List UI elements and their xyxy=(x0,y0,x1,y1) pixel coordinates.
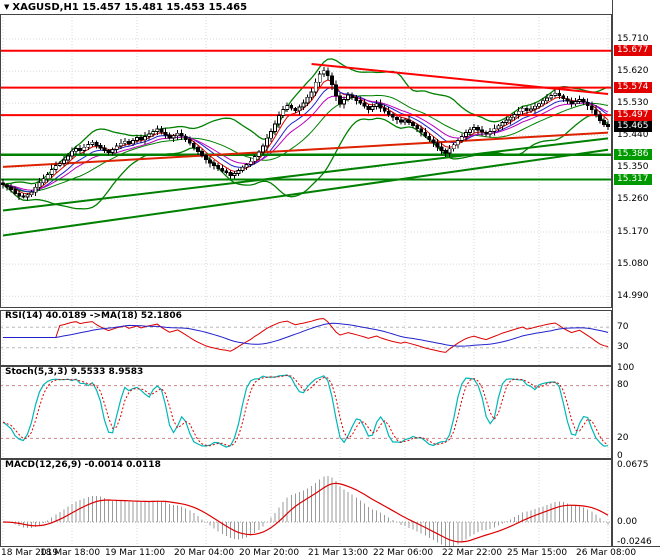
rsi-indicator-label: RSI(14) 40.0189 ->MA(18) 52.1806 xyxy=(5,311,182,321)
stoch-axis-label: 20 xyxy=(617,432,629,443)
stoch-axis-label: 80 xyxy=(617,380,629,391)
bollinger-upper-line xyxy=(2,58,609,186)
price-level-badge: 15.317 xyxy=(614,173,652,185)
symbol-dropdown-icon: ▼ xyxy=(4,3,10,11)
price-axis-label: 15.350 xyxy=(617,162,649,173)
macd-axis-label: -0.0246 xyxy=(617,537,652,548)
stoch-d-line xyxy=(2,374,609,447)
stoch-indicator-label: Stoch(5,3,3) 9.5533 8.9583 xyxy=(5,367,144,377)
price-axis-label: 14.990 xyxy=(617,290,649,301)
time-axis-label: 20 Mar 20:00 xyxy=(238,548,300,558)
time-axis-label: 18 Mar 2019 xyxy=(1,548,59,558)
price-axis-label: 15.170 xyxy=(617,226,649,237)
stoch-axis-label: 0 xyxy=(617,450,623,461)
time-axis-label: 26 Mar 08:00 xyxy=(576,548,637,558)
time-axis-label: 22 Mar 06:00 xyxy=(372,548,434,558)
rsi-axis-label: 30 xyxy=(617,342,629,353)
price-level-badge: 15.574 xyxy=(614,82,652,94)
time-axis-label: 19 Mar 11:00 xyxy=(104,548,166,558)
price-level-badge: 15.677 xyxy=(614,45,652,57)
rsi-ma-line xyxy=(3,322,609,347)
price-axis[interactable]: 15.710 15.620 15.530 15.440 15.350 15.260 15.1… xyxy=(613,0,660,548)
trend-line[interactable] xyxy=(2,148,609,237)
price-axis-label: 15.530 xyxy=(617,97,649,108)
price-axis-label: 15.080 xyxy=(617,258,649,269)
time-axis-label: 18 Mar 18:00 xyxy=(40,548,101,558)
candles-layer[interactable] xyxy=(1,67,610,201)
price-axis-label: 15.260 xyxy=(617,194,649,205)
macd-axis-label: 0.00 xyxy=(617,516,638,527)
time-axis-label: 25 Mar 15:00 xyxy=(506,548,568,558)
time-axis-label: 21 Mar 13:00 xyxy=(308,548,369,558)
trend-line[interactable] xyxy=(2,137,609,212)
trend-line[interactable] xyxy=(311,63,609,96)
price-axis-label: 15.620 xyxy=(617,65,649,76)
stoch-k-line xyxy=(2,374,609,448)
grid-lines xyxy=(0,14,612,546)
time-axis-label: 20 Mar 04:00 xyxy=(174,548,235,558)
price-axis-label: 15.710 xyxy=(617,33,649,44)
chart-ohlc-quote: 15.457 15.481 15.453 15.465 xyxy=(82,2,248,13)
panel-borders xyxy=(0,0,660,547)
trend-line[interactable] xyxy=(2,131,609,168)
stoch-axis-label: 100 xyxy=(617,362,635,373)
chart-symbol-label: XAGUSD,H1 xyxy=(12,2,79,13)
time-axis[interactable]: 18 Mar 2019 18 Mar 18:00 19 Mar 11:00 20 Ma… xyxy=(0,547,660,560)
bollinger-middle-line xyxy=(2,94,609,193)
price-axis-label: 15.440 xyxy=(617,130,649,140)
price-level-badge: 15.497 xyxy=(614,109,652,121)
macd-axis-label: 0.0675 xyxy=(617,459,649,470)
macd-histogram xyxy=(6,475,609,547)
time-axis-label: 22 Mar 22:00 xyxy=(442,548,503,558)
price-level-badge: 15.386 xyxy=(614,149,652,161)
macd-indicator-label: MACD(12,26,9) -0.0014 0.0118 xyxy=(5,460,161,470)
rsi-axis-label: 70 xyxy=(617,321,629,332)
macd-signal-line xyxy=(2,482,609,543)
chart-title: ▼ XAGUSD,H1 15.457 15.481 15.453 15.465 xyxy=(4,2,247,13)
price-level-badge: 15.465 xyxy=(614,121,652,133)
